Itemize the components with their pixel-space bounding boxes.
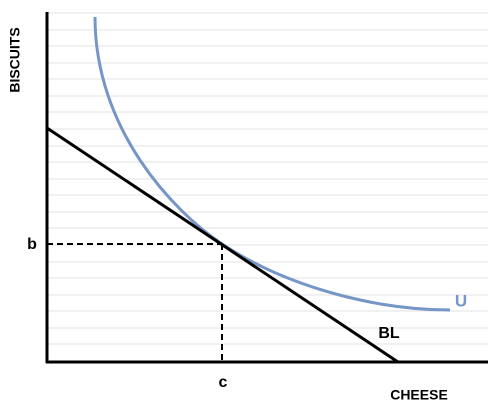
y-axis-label: BISCUITS	[7, 27, 23, 92]
line-label: BL	[378, 325, 400, 342]
x-point-label: c	[219, 374, 228, 391]
y-point-label: b	[27, 236, 37, 253]
x-axis-label: CHEESE	[390, 387, 448, 403]
grid	[47, 12, 488, 345]
indifference-curve	[93, 16, 451, 312]
curve-label: U	[455, 291, 467, 310]
